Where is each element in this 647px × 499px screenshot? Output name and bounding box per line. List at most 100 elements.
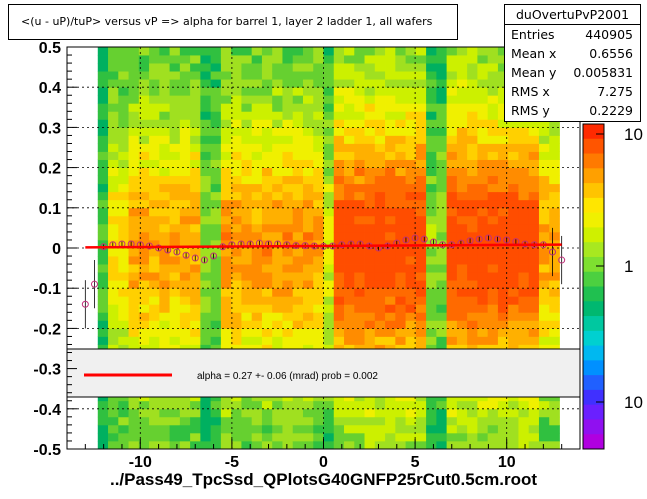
heatmap-cell bbox=[169, 440, 181, 450]
heatmap-cell bbox=[97, 231, 109, 241]
heatmap-cell bbox=[149, 223, 160, 233]
heatmap-cell bbox=[292, 63, 304, 72]
heatmap-cell bbox=[108, 312, 119, 321]
heatmap-cell bbox=[477, 207, 489, 217]
stats-label: Entries bbox=[511, 27, 555, 42]
heatmap-cell bbox=[200, 416, 212, 426]
heatmap-cell bbox=[313, 239, 324, 249]
heatmap-cell bbox=[508, 408, 519, 418]
heatmap-cell bbox=[518, 328, 530, 337]
heatmap-cell bbox=[159, 440, 170, 450]
heatmap-cell bbox=[190, 79, 201, 88]
heatmap-cell bbox=[344, 280, 355, 289]
heatmap-cell bbox=[292, 400, 304, 410]
heatmap-cell bbox=[446, 135, 458, 144]
heatmap-cell bbox=[210, 264, 222, 273]
heatmap-cell bbox=[179, 288, 191, 297]
heatmap-cell bbox=[200, 256, 212, 265]
heatmap-cell bbox=[364, 199, 376, 209]
heatmap-cell bbox=[97, 127, 109, 136]
heatmap-cell bbox=[251, 312, 263, 321]
heatmap-cell bbox=[333, 280, 345, 289]
heatmap-cell bbox=[374, 119, 386, 128]
heatmap-cell bbox=[251, 400, 263, 410]
heatmap-cell bbox=[333, 440, 345, 450]
heatmap-cell bbox=[405, 264, 417, 273]
heatmap-cell bbox=[241, 103, 253, 112]
heatmap-cell bbox=[518, 143, 530, 152]
heatmap-cell bbox=[415, 328, 427, 337]
heatmap-cell bbox=[138, 304, 150, 313]
heatmap-cell bbox=[128, 207, 140, 217]
heatmap-cell bbox=[169, 63, 181, 72]
heatmap-cell bbox=[446, 272, 458, 281]
heatmap-cell bbox=[169, 256, 181, 265]
heatmap-cell bbox=[436, 159, 448, 168]
heatmap-cell bbox=[179, 231, 191, 241]
heatmap-cell bbox=[97, 304, 109, 313]
profile-point bbox=[283, 241, 291, 249]
heatmap-cell bbox=[405, 215, 417, 225]
heatmap-cell bbox=[128, 63, 140, 72]
heatmap-cell bbox=[436, 151, 448, 160]
heatmap-cell bbox=[333, 264, 345, 273]
heatmap-cell bbox=[231, 191, 242, 201]
heatmap-cell bbox=[354, 151, 365, 160]
heatmap-cell bbox=[385, 215, 396, 225]
heatmap-cell bbox=[497, 103, 509, 112]
heatmap-cell bbox=[118, 71, 129, 80]
heatmap-cell bbox=[467, 87, 478, 96]
heatmap-cell bbox=[374, 215, 386, 225]
colorbar-segment bbox=[583, 404, 604, 420]
heatmap-cell bbox=[467, 183, 478, 193]
heatmap-cell bbox=[118, 264, 129, 273]
heatmap-cell bbox=[374, 416, 386, 426]
heatmap-cell bbox=[323, 272, 335, 281]
heatmap-cell bbox=[354, 256, 365, 265]
heatmap-cell bbox=[344, 55, 355, 64]
heatmap-cell bbox=[210, 159, 222, 168]
colorbar-segment bbox=[583, 375, 604, 391]
y-tick-label: -0.5 bbox=[33, 442, 61, 459]
heatmap-cell bbox=[200, 71, 212, 80]
heatmap-cell bbox=[456, 119, 468, 128]
heatmap-cell bbox=[333, 63, 345, 72]
heatmap-cell bbox=[149, 119, 160, 128]
heatmap-cell bbox=[528, 135, 540, 144]
heatmap-cell bbox=[97, 63, 109, 72]
profile-point bbox=[475, 235, 483, 243]
heatmap-cell bbox=[231, 87, 242, 96]
heatmap-cell bbox=[210, 336, 222, 345]
heatmap-cell bbox=[528, 151, 540, 160]
heatmap-cell bbox=[538, 143, 550, 152]
heatmap-cell bbox=[405, 111, 417, 120]
heatmap-cell bbox=[282, 71, 294, 80]
heatmap-cell bbox=[477, 264, 489, 273]
profile-point bbox=[402, 236, 410, 244]
heatmap-cell bbox=[241, 87, 253, 96]
heatmap-cell bbox=[190, 47, 201, 56]
heatmap-cell bbox=[487, 207, 499, 217]
heatmap-cell bbox=[128, 95, 140, 104]
heatmap-cell bbox=[97, 167, 109, 177]
heatmap-cell bbox=[446, 183, 458, 193]
heatmap-cell bbox=[282, 151, 294, 160]
heatmap-cell bbox=[97, 79, 109, 88]
heatmap-cell bbox=[118, 304, 129, 313]
heatmap-cell bbox=[190, 207, 201, 217]
heatmap-cell bbox=[97, 288, 109, 297]
heatmap-cell bbox=[426, 223, 437, 233]
heatmap-cell bbox=[426, 191, 437, 201]
heatmap-cell bbox=[528, 143, 540, 152]
heatmap-cell bbox=[231, 127, 242, 136]
heatmap-cell bbox=[323, 95, 335, 104]
heatmap-cell bbox=[261, 87, 273, 96]
heatmap-cell bbox=[220, 280, 232, 289]
heatmap-cell bbox=[354, 127, 365, 136]
heatmap-cell bbox=[436, 191, 448, 201]
heatmap-cell bbox=[220, 207, 232, 217]
heatmap-cell bbox=[549, 159, 560, 168]
heatmap-cell bbox=[313, 336, 324, 345]
heatmap-cell bbox=[446, 231, 458, 241]
heatmap-cell bbox=[302, 304, 314, 313]
